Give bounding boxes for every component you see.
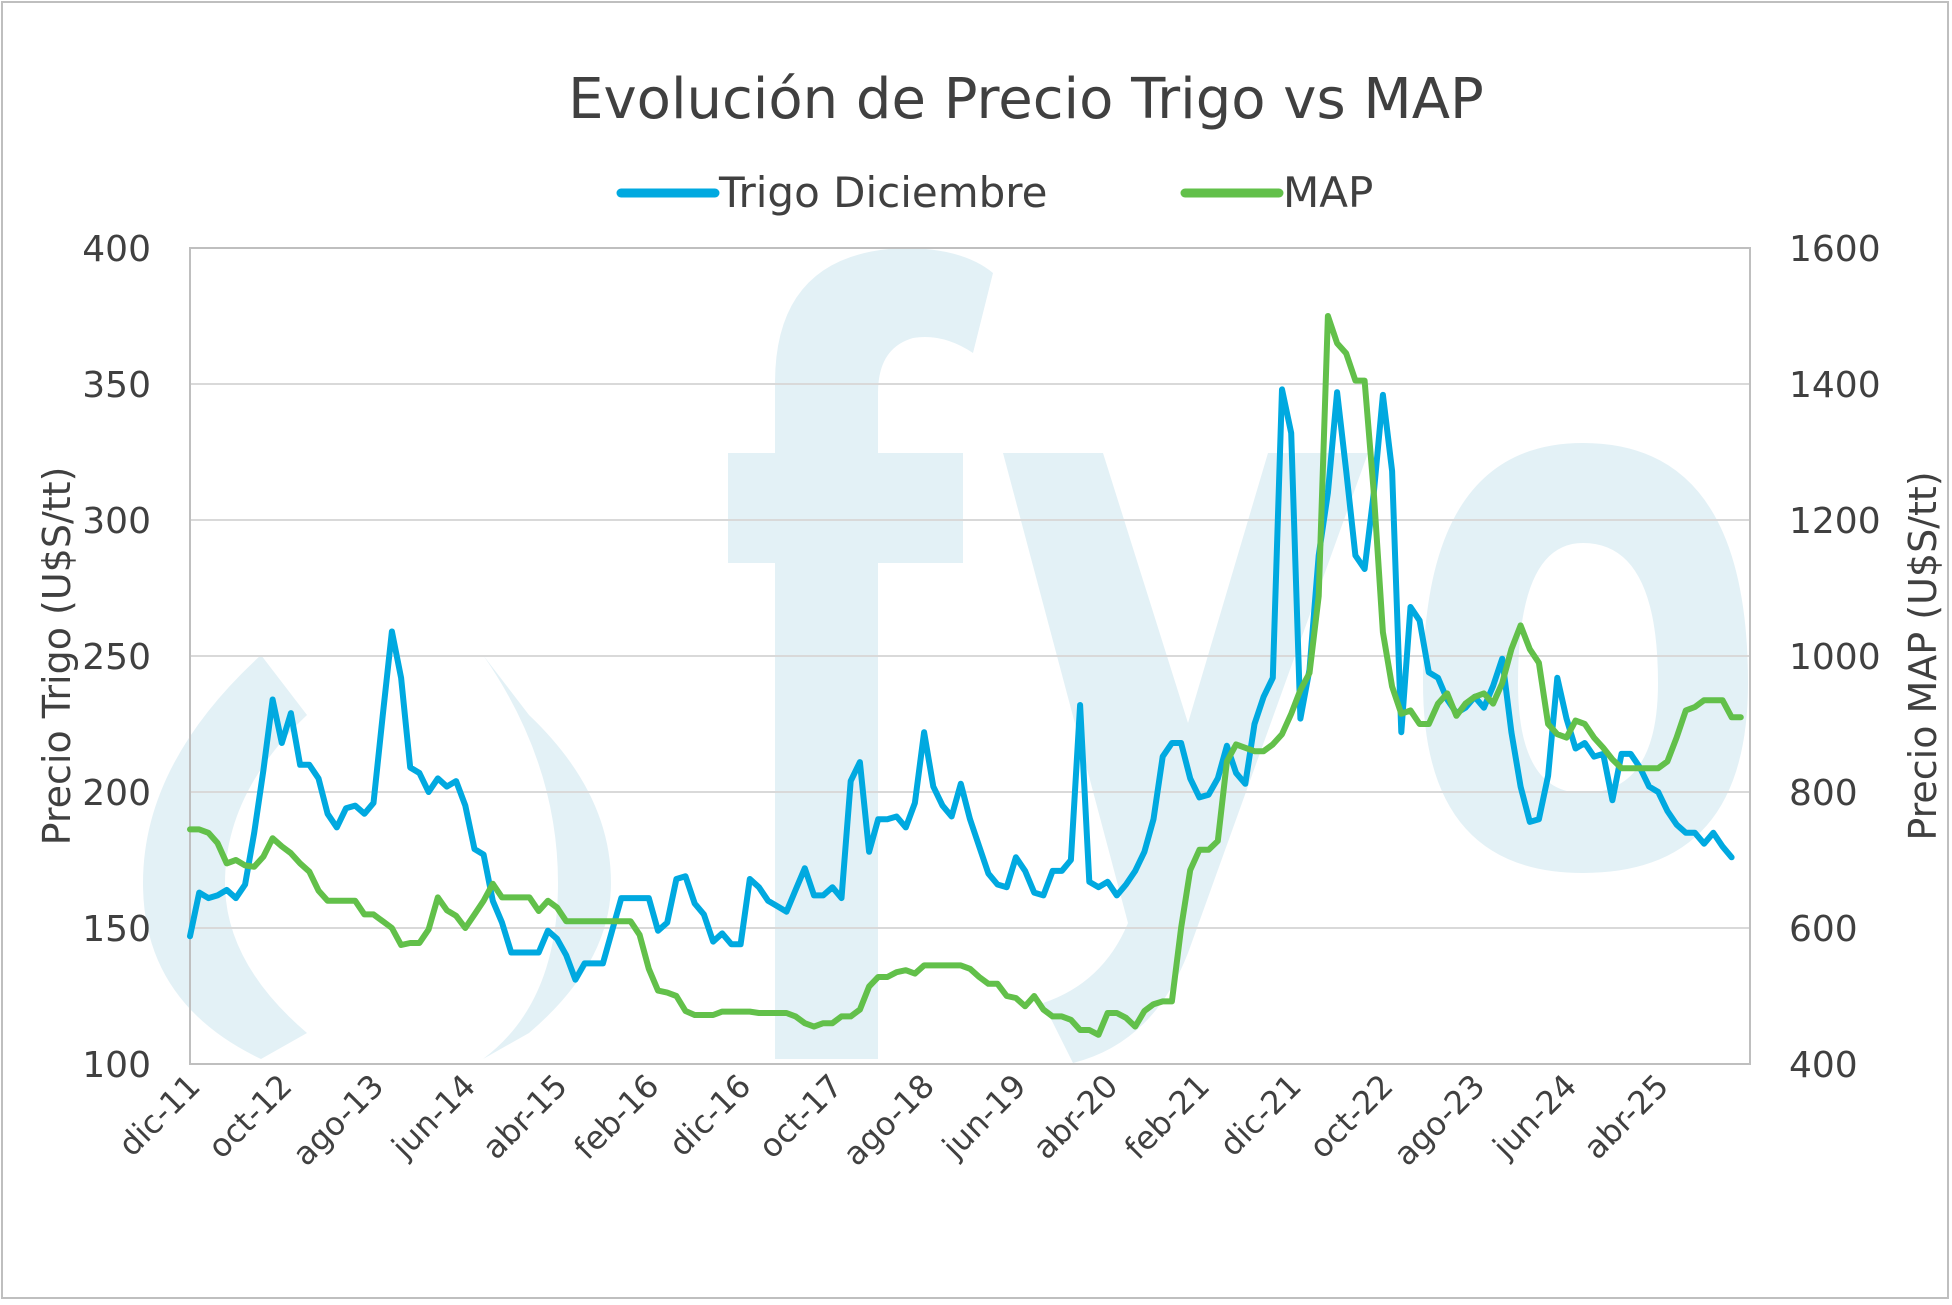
x-tick-label: jun-24 (1485, 1067, 1585, 1167)
x-tick-label: abr-25 (1576, 1067, 1676, 1167)
x-tick-label: abr-15 (475, 1067, 575, 1167)
series-lines (187, 313, 1744, 1038)
x-tick-label: ago-18 (835, 1067, 941, 1173)
y-axis-left-title: Precio Trigo (U$S/tt) (35, 467, 79, 846)
y-tick-label: 100 (82, 1045, 151, 1086)
y2-tick-label: 1000 (1789, 637, 1881, 678)
x-tick-label: jun-19 (934, 1067, 1034, 1167)
x-tick-label: oct-17 (751, 1067, 850, 1166)
x-tick-label: ago-23 (1386, 1067, 1492, 1173)
x-tick-label: oct-12 (200, 1067, 299, 1166)
x-tick-label: abr-20 (1025, 1067, 1125, 1167)
series-line-map (187, 313, 1744, 1038)
watermark-letter-o (1423, 443, 1748, 873)
y2-tick-label: 800 (1789, 773, 1858, 814)
plot-area (189, 247, 1751, 1065)
y-tick-label: 300 (82, 501, 151, 542)
gridlines (190, 383, 1750, 929)
y2-tick-label: 1400 (1789, 365, 1881, 406)
legend: Trigo Diciembre MAP (616, 168, 1373, 217)
chart: Evolución de Precio Trigo vs MAP Trigo D… (35, 67, 1945, 1173)
x-tick-label: oct-22 (1302, 1067, 1401, 1166)
y-axis-right-title: Precio MAP (U$S/tt) (1901, 471, 1945, 840)
x-axis: dic-11oct-12ago-13jun-14abr-15feb-16dic-… (111, 1067, 1676, 1173)
y-axis-right: 400 600 800 1000 1200 1400 1600 (1789, 229, 1881, 1086)
y-tick-label: 200 (82, 773, 151, 814)
y2-tick-label: 600 (1789, 909, 1858, 950)
legend-label-map: MAP (1283, 168, 1373, 217)
x-tick-label: ago-13 (285, 1067, 391, 1173)
watermark-letter-f (728, 248, 993, 1059)
y-tick-label: 350 (82, 365, 151, 406)
y-tick-label: 400 (82, 229, 151, 270)
x-tick-label: dic-16 (661, 1067, 758, 1164)
x-tick-label: feb-16 (566, 1067, 666, 1167)
x-tick-label: dic-21 (1212, 1067, 1309, 1164)
y2-tick-label: 1600 (1789, 229, 1881, 270)
chart-title: Evolución de Precio Trigo vs MAP (568, 67, 1484, 132)
y2-tick-label: 1200 (1789, 501, 1881, 542)
x-tick-label: jun-14 (383, 1067, 483, 1167)
y2-tick-label: 400 (1789, 1045, 1858, 1086)
y-tick-label: 150 (82, 909, 151, 950)
y-tick-label: 250 (82, 637, 151, 678)
watermark-right-paren (483, 655, 611, 1059)
x-tick-label: feb-21 (1117, 1067, 1217, 1167)
legend-label-trigo: Trigo Diciembre (718, 168, 1048, 217)
y-axis-left: 100 150 200 250 300 350 400 (82, 229, 151, 1086)
